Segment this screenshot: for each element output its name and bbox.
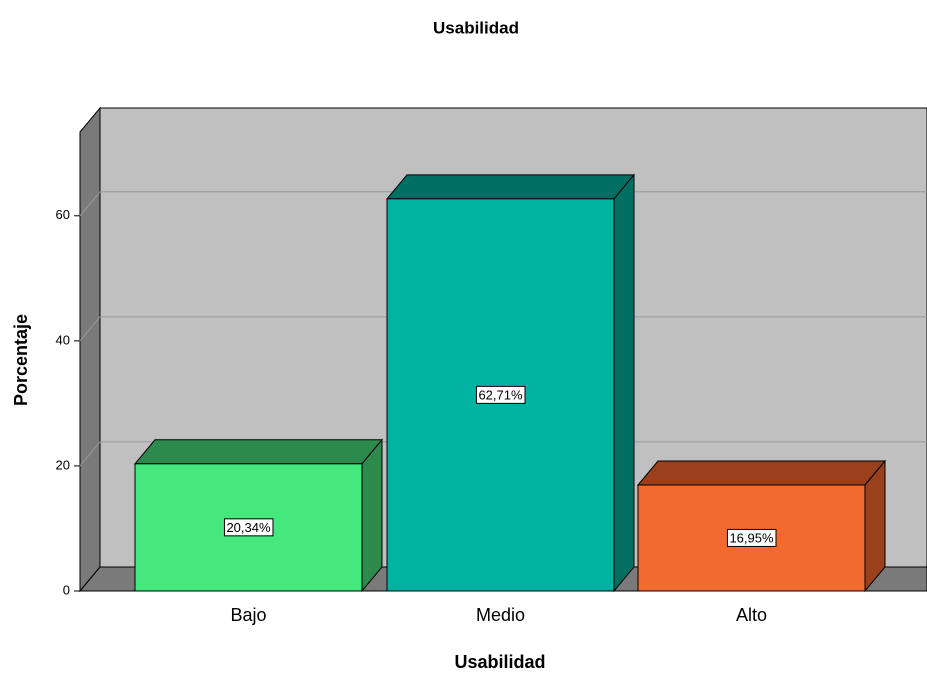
bar-top [133,439,384,465]
x-axis-label: Usabilidad [454,652,545,672]
x-tick-label: Bajo [230,605,266,625]
grid-line [79,191,101,217]
grid-line [79,316,101,342]
y-axis-label: Porcentaje [11,314,31,406]
y-tick-label: 60 [56,207,70,222]
value-label: 20,34% [226,520,271,535]
y-tick-label: 40 [56,332,70,347]
bar-top [636,460,887,486]
value-label: 16,95% [729,530,774,545]
x-tick-label: Alto [736,605,767,625]
side-wall [79,106,101,593]
y-tick-label: 20 [56,457,70,472]
value-label-box [475,385,526,404]
x-tick-label: Medio [476,605,525,625]
y-tick-label: 0 [63,582,70,597]
value-label-box [726,528,777,547]
value-label-box [223,518,274,537]
bar-side [613,173,635,593]
chart-title: Usabilidad [433,18,519,37]
bar-top [385,174,636,200]
bar-side [361,438,383,593]
value-label: 62,71% [478,387,523,402]
grid-line [79,441,101,467]
